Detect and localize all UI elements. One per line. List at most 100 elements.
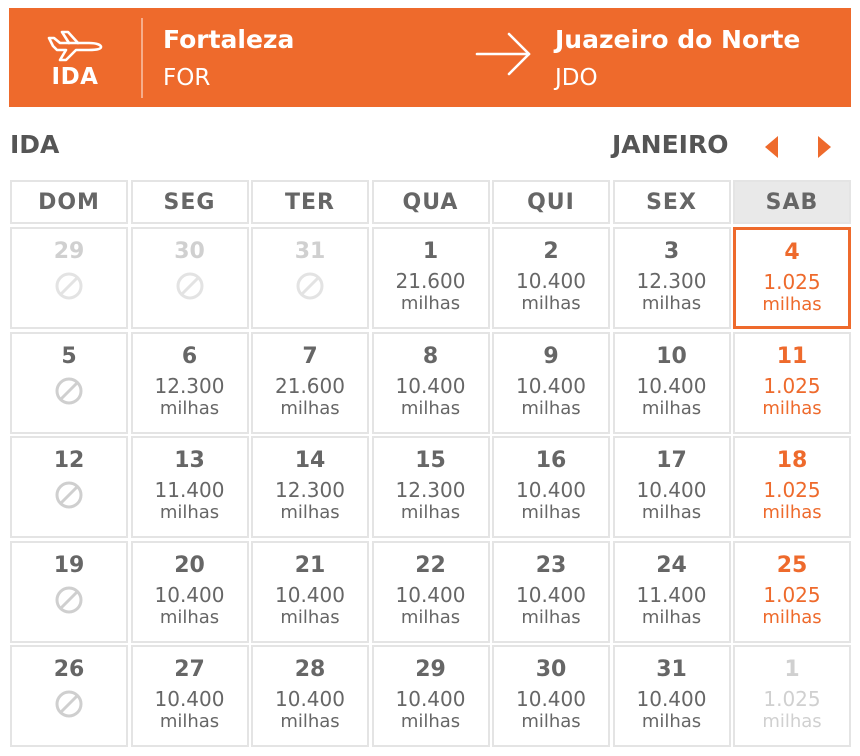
day-cell: 5 — [10, 331, 128, 434]
day-cell[interactable]: 16 10.400 milhas — [492, 436, 610, 538]
day-number: 9 — [543, 343, 559, 369]
origin-code: FOR — [163, 65, 211, 91]
price-unit: milhas — [641, 502, 702, 523]
day-cell: 19 — [10, 540, 128, 643]
price-unit: milhas — [641, 606, 702, 628]
day-price: 10.400 — [636, 373, 707, 398]
day-cell[interactable]: 28 10.400 milhas — [251, 645, 369, 747]
weekday-header: DOM SEG TER QUA QUI SEX SAB — [10, 180, 851, 224]
price-unit: milhas — [280, 502, 340, 523]
chevron-right-icon[interactable] — [812, 134, 836, 160]
price-unit: milhas — [762, 397, 822, 419]
direction-block: IDA — [9, 8, 141, 107]
day-price: 12.300 — [395, 478, 466, 502]
day-cell[interactable]: 4 1.025 milhas — [733, 227, 851, 329]
day-cell[interactable]: 10 10.400 milhas — [612, 331, 731, 434]
day-cell[interactable]: 25 1.025 milhas — [733, 540, 851, 643]
price-unit: milhas — [280, 711, 340, 732]
day-cell[interactable]: 29 10.400 milhas — [371, 645, 490, 747]
day-number: 13 — [174, 448, 205, 473]
day-cell[interactable]: 13 11.400 milhas — [130, 436, 249, 538]
day-cell: 12 — [10, 436, 128, 538]
weekday-qua: QUA — [371, 180, 490, 224]
price-unit: milhas — [400, 502, 461, 523]
day-cell[interactable]: 27 10.400 milhas — [130, 645, 249, 747]
day-number: 19 — [53, 552, 85, 578]
day-number: 5 — [61, 343, 77, 369]
day-price: 10.400 — [636, 478, 707, 502]
day-number: 3 — [663, 239, 680, 264]
day-price: 10.400 — [395, 373, 466, 398]
destination-code: JDO — [555, 65, 598, 91]
day-cell[interactable]: 18 1.025 milhas — [733, 436, 851, 538]
price-unit: milhas — [159, 502, 220, 523]
day-number: 11 — [776, 343, 808, 369]
day-number: 20 — [174, 552, 205, 578]
day-cell[interactable]: 3 12.300 milhas — [612, 227, 731, 329]
price-unit: milhas — [280, 606, 340, 628]
price-unit: milhas — [762, 606, 822, 628]
day-cell[interactable]: 8 10.400 milhas — [371, 331, 490, 434]
day-number: 8 — [422, 343, 439, 369]
day-number: 26 — [53, 657, 85, 682]
day-cell: 31 — [251, 227, 369, 329]
day-cell[interactable]: 31 10.400 milhas — [612, 645, 731, 747]
day-price: 10.400 — [636, 687, 707, 711]
day-number: 10 — [656, 343, 687, 369]
day-cell[interactable]: 14 12.300 milhas — [251, 436, 369, 538]
day-number: 1 — [422, 239, 439, 264]
day-number: 25 — [776, 552, 808, 578]
day-cell[interactable]: 15 12.300 milhas — [371, 436, 490, 538]
airplane-icon — [47, 30, 103, 62]
day-cell[interactable]: 21 10.400 milhas — [251, 540, 369, 643]
price-unit: milhas — [400, 397, 461, 419]
day-cell[interactable]: 20 10.400 milhas — [130, 540, 249, 643]
day-cell[interactable]: 30 10.400 milhas — [492, 645, 610, 747]
day-price: 10.400 — [395, 687, 466, 711]
day-cell[interactable]: 23 10.400 milhas — [492, 540, 610, 643]
day-cell[interactable]: 9 10.400 milhas — [492, 331, 610, 434]
calendar-grid: 29 30 31 1 21.600 milhas 2 10.400 milhas 3 12.300 m… — [10, 227, 851, 747]
day-cell[interactable]: 22 10.400 milhas — [371, 540, 490, 643]
day-number: 16 — [535, 448, 567, 473]
day-number: 29 — [415, 657, 446, 682]
section-title: IDA — [10, 130, 60, 159]
day-cell[interactable]: 11 1.025 milhas — [733, 331, 851, 434]
day-cell[interactable]: 2 10.400 milhas — [492, 227, 610, 329]
day-number: 30 — [535, 657, 567, 682]
price-unit: milhas — [280, 397, 340, 419]
day-number: 24 — [656, 552, 687, 578]
month-label: JANEIRO — [612, 130, 729, 159]
day-number: 1 — [784, 657, 800, 682]
day-number: 7 — [302, 343, 318, 369]
day-cell[interactable]: 24 11.400 milhas — [612, 540, 731, 643]
unavailable-icon — [55, 481, 83, 509]
day-price: 10.400 — [154, 582, 225, 607]
day-number: 6 — [181, 343, 198, 369]
price-unit: milhas — [762, 711, 822, 732]
unavailable-icon — [55, 586, 83, 613]
arrow-right-icon — [475, 32, 531, 76]
day-number: 31 — [294, 239, 326, 264]
price-unit: milhas — [641, 711, 702, 732]
day-cell[interactable]: 7 21.600 milhas — [251, 331, 369, 434]
day-price: 1.025 — [763, 582, 821, 607]
day-price: 10.400 — [275, 687, 345, 711]
day-price: 21.600 — [395, 269, 466, 293]
unavailable-icon — [296, 272, 324, 300]
weekday-ter: TER — [251, 180, 369, 224]
day-price: 10.400 — [516, 478, 586, 502]
day-cell[interactable]: 1 21.600 milhas — [371, 227, 490, 329]
day-cell[interactable]: 6 12.300 milhas — [130, 331, 249, 434]
price-unit: milhas — [521, 606, 581, 628]
price-unit: milhas — [641, 293, 702, 314]
day-number: 31 — [656, 657, 687, 682]
day-cell[interactable]: 17 10.400 milhas — [612, 436, 731, 538]
price-unit: milhas — [521, 502, 581, 523]
day-price: 10.400 — [516, 582, 586, 607]
chevron-left-icon[interactable] — [760, 134, 784, 160]
price-unit: milhas — [521, 397, 581, 419]
weekday-sab: SAB — [733, 180, 851, 224]
day-number: 2 — [543, 239, 559, 264]
day-price: 10.400 — [395, 582, 466, 607]
